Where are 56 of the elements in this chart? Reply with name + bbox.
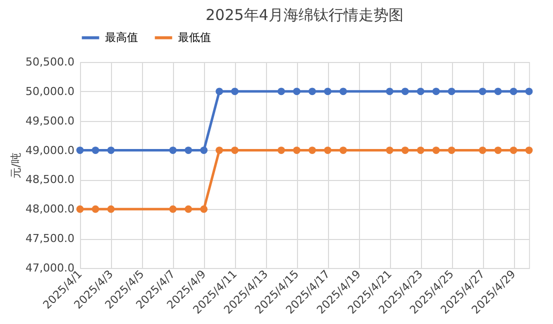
point <box>169 205 177 213</box>
point <box>448 88 456 96</box>
point <box>340 146 347 154</box>
y-tick-label: 50,000.0 <box>26 84 74 98</box>
chart-title: 2025年4月海绵钛行情走势图 <box>206 6 404 24</box>
point <box>231 88 239 96</box>
y-axis-title: 元/吨 <box>10 152 23 178</box>
point <box>200 146 208 154</box>
point <box>510 88 518 96</box>
point <box>386 88 394 96</box>
y-tick-label: 50,500.0 <box>26 56 74 68</box>
point <box>107 146 115 154</box>
point <box>76 146 84 154</box>
point <box>386 146 394 154</box>
point <box>432 88 440 96</box>
point <box>184 146 192 154</box>
point <box>478 146 486 154</box>
point <box>293 146 300 154</box>
point <box>76 205 84 213</box>
point <box>278 88 285 96</box>
point <box>92 146 100 154</box>
point <box>216 146 224 154</box>
point <box>231 146 239 154</box>
point <box>324 88 332 96</box>
point <box>525 146 533 154</box>
point <box>416 88 424 96</box>
point <box>308 146 316 154</box>
point <box>169 146 177 154</box>
y-tick-label: 47,500.0 <box>26 232 74 246</box>
point <box>293 88 300 96</box>
point <box>107 205 115 213</box>
point <box>92 205 100 213</box>
point <box>216 88 224 96</box>
point <box>324 146 332 154</box>
point <box>401 146 409 154</box>
point <box>510 146 518 154</box>
y-tick-label: 49,000.0 <box>26 144 74 157</box>
y-tick-label: 48,000.0 <box>26 202 74 216</box>
point <box>200 205 208 213</box>
y-tick-label: 48,500.0 <box>26 173 74 186</box>
point <box>340 88 347 96</box>
legend-label: 最高值 <box>105 30 138 44</box>
y-tick-label: 49,500.0 <box>26 114 74 128</box>
point <box>494 88 502 96</box>
point <box>432 146 440 154</box>
point <box>184 205 192 213</box>
point <box>525 88 533 96</box>
y-tick-label: 47,000.0 <box>26 262 74 274</box>
point <box>494 146 502 154</box>
point <box>448 146 456 154</box>
point <box>278 146 285 154</box>
point <box>478 88 486 96</box>
point <box>308 88 316 96</box>
legend-label: 最低值 <box>178 30 211 44</box>
point <box>401 88 409 96</box>
point <box>416 146 424 154</box>
